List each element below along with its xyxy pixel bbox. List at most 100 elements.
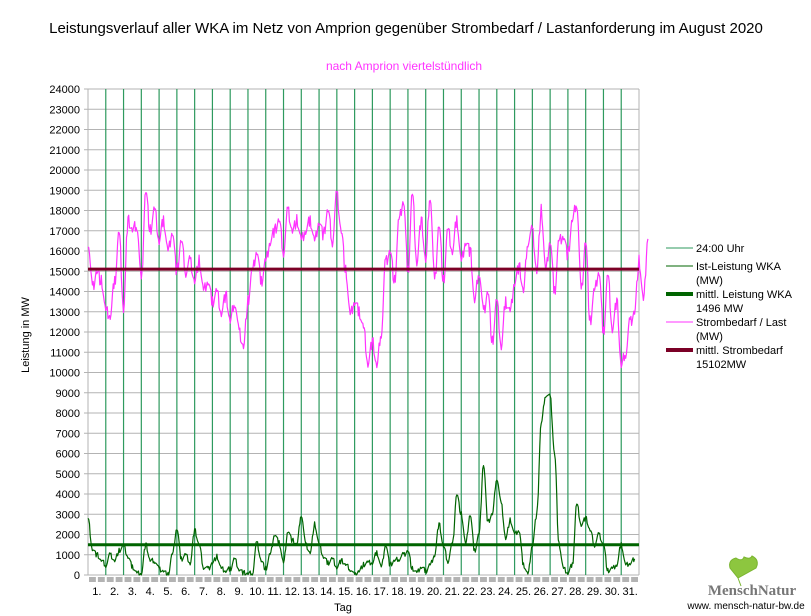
x-tick-mark [89, 577, 96, 582]
y-tick-label: 0 [74, 570, 80, 582]
x-tick-mark [355, 577, 363, 582]
x-tick-mark [311, 577, 319, 582]
x-tick-label: 10. [249, 586, 264, 598]
x-tick-mark [453, 577, 461, 582]
x-tick-mark [515, 577, 523, 582]
x-tick-mark [408, 577, 416, 582]
x-tick-label: 2. [110, 586, 119, 598]
y-tick-label: 4000 [56, 489, 80, 501]
x-tick-mark [240, 577, 247, 582]
x-tick-mark [400, 577, 407, 582]
x-tick-mark [302, 577, 310, 582]
y-tick-label: 2000 [56, 530, 80, 542]
x-tick-mark [97, 577, 105, 582]
wind-series-line [87, 393, 636, 576]
x-tick-mark [497, 577, 505, 582]
x-tick-mark [248, 577, 256, 582]
x-tick-mark [142, 577, 150, 582]
x-tick-mark [213, 577, 221, 582]
x-tick-mark [604, 577, 612, 582]
x-tick-label: 23. [480, 586, 495, 598]
x-tick-label: 3. [128, 586, 137, 598]
x-tick-mark [524, 577, 532, 582]
x-tick-mark [533, 577, 541, 582]
x-tick-mark [542, 577, 550, 582]
x-tick-label: 7. [199, 586, 208, 598]
x-tick-mark [231, 577, 239, 582]
x-tick-mark [115, 577, 123, 582]
x-tick-label: 13. [303, 586, 318, 598]
x-tick-label: 26. [534, 586, 549, 598]
y-tick-label: 5000 [56, 469, 80, 481]
x-tick-mark [168, 577, 176, 582]
y-tick-label: 3000 [56, 509, 80, 521]
y-tick-label: 7000 [56, 428, 80, 440]
x-tick-label: 31. [622, 586, 637, 598]
x-tick-label: 12. [285, 586, 300, 598]
x-tick-label: 22. [462, 586, 477, 598]
y-tick-label: 21000 [49, 145, 80, 157]
x-tick-label: 11. [267, 586, 281, 598]
x-tick-label: 29. [587, 586, 602, 598]
x-tick-label: 21. [445, 586, 460, 598]
x-tick-mark [204, 577, 212, 582]
x-tick-mark [435, 577, 443, 582]
y-tick-label: 22000 [49, 125, 80, 137]
x-tick-mark [586, 577, 594, 582]
y-tick-label: 14000 [49, 287, 80, 299]
logo-brand: MenschNatur [708, 583, 797, 599]
x-tick-label: 14. [320, 586, 335, 598]
x-tick-mark [568, 577, 576, 582]
y-tick-label: 11000 [50, 347, 80, 359]
y-tick-label: 6000 [56, 449, 80, 461]
x-tick-label: 8. [217, 586, 226, 598]
x-tick-mark [320, 577, 327, 582]
x-tick-mark [293, 577, 301, 582]
y-tick-label: 9000 [56, 388, 80, 400]
x-tick-mark [488, 577, 496, 582]
x-tick-mark [444, 577, 452, 582]
x-tick-mark [222, 577, 230, 582]
legend-label: mittl. Leistung WKA 1496 MW [696, 289, 793, 315]
x-tick-mark [577, 577, 585, 582]
logo: MenschNatur www. mensch-natur-bw.de [686, 555, 805, 612]
y-tick-label: 16000 [49, 246, 80, 258]
x-tick-label: 30. [605, 586, 620, 598]
x-tick-mark [613, 577, 621, 582]
y-tick-label: 1000 [56, 550, 80, 562]
y-tick-label: 23000 [49, 104, 80, 116]
x-tick-mark [151, 577, 159, 582]
x-tick-mark [133, 577, 141, 582]
x-tick-label: 1. [92, 586, 101, 598]
demand-series-line [87, 190, 649, 369]
x-tick-mark [186, 577, 194, 582]
x-tick-mark [328, 577, 336, 582]
y-tick-label: 19000 [49, 185, 80, 197]
y-tick-label: 15000 [49, 266, 80, 278]
y-tick-label: 24000 [49, 84, 80, 96]
x-tick-mark [622, 577, 630, 582]
x-tick-mark [631, 577, 638, 582]
x-tick-mark [506, 577, 514, 582]
x-tick-label: 24. [498, 586, 513, 598]
x-tick-label: 15. [338, 586, 353, 598]
ginkgo-leaf-icon [729, 555, 758, 587]
x-tick-mark [471, 577, 479, 582]
x-tick-mark [266, 577, 274, 582]
x-tick-label: 18. [391, 586, 406, 598]
x-tick-label: 17. [374, 586, 389, 598]
x-tick-label: 25. [516, 586, 531, 598]
x-tick-mark [595, 577, 603, 582]
x-tick-mark [373, 577, 381, 582]
x-tick-mark [177, 577, 185, 582]
x-tick-mark [391, 577, 399, 582]
x-tick-mark [284, 577, 292, 582]
x-tick-label: 20. [427, 586, 442, 598]
x-tick-mark [480, 577, 487, 582]
y-tick-label: 10000 [49, 368, 80, 380]
y-axis-label: Leistung in MW [20, 296, 32, 372]
y-tick-label: 8000 [56, 408, 80, 420]
legend-label: 24:00 Uhr [696, 243, 745, 255]
